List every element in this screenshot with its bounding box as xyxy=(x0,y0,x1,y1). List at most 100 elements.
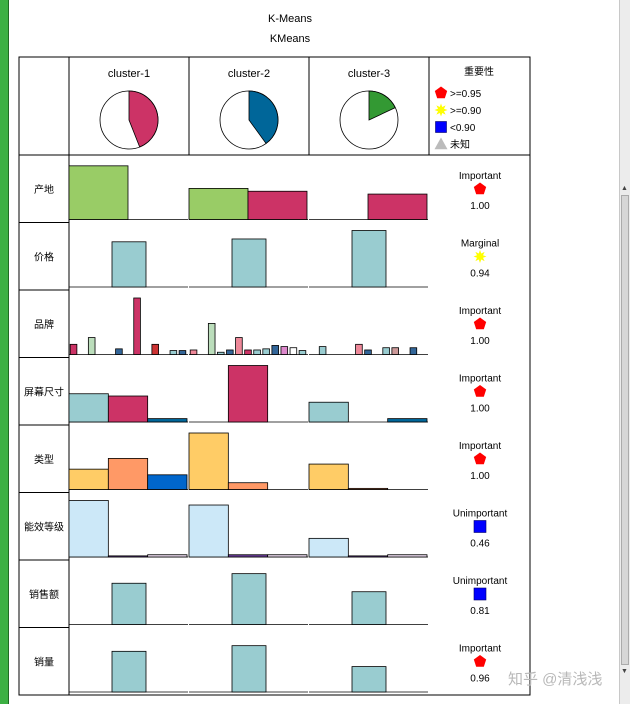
importance-pentagon-icon xyxy=(473,182,487,195)
bar xyxy=(226,349,234,355)
pie-slice xyxy=(248,90,279,145)
bar xyxy=(298,350,307,355)
bar xyxy=(391,347,399,355)
bar xyxy=(68,165,129,220)
bar xyxy=(367,193,428,220)
bar xyxy=(347,487,389,490)
bar xyxy=(87,337,96,355)
bar xyxy=(351,591,387,625)
bar xyxy=(227,365,269,423)
bar xyxy=(111,582,147,625)
pie-slice xyxy=(368,90,396,121)
scrollbar-thumb[interactable] xyxy=(621,195,629,665)
legend-item-label: >=0.95 xyxy=(450,89,482,100)
bar xyxy=(227,482,269,490)
legend-item-label: 未知 xyxy=(450,138,470,151)
bar xyxy=(178,350,187,355)
bar xyxy=(188,188,249,220)
bar xyxy=(107,555,149,558)
field-name: 屏幕尺寸 xyxy=(24,385,64,398)
importance-label: Unimportant xyxy=(453,509,508,520)
bar xyxy=(247,190,308,220)
bar xyxy=(364,349,372,355)
cluster-label: cluster-3 xyxy=(348,68,390,80)
importance-value: 0.46 xyxy=(470,539,490,550)
field-name: 能效等级 xyxy=(24,520,64,533)
bar xyxy=(147,474,188,490)
bar xyxy=(147,554,188,558)
bar xyxy=(107,458,149,490)
field-name: 销售额 xyxy=(29,588,59,601)
importance-label: Important xyxy=(459,441,501,452)
cluster-label: cluster-2 xyxy=(228,68,270,80)
importance-label: Important xyxy=(459,644,501,655)
bar xyxy=(151,343,159,355)
field-name: 品牌 xyxy=(34,318,54,331)
bar xyxy=(189,349,198,355)
importance-value: 0.81 xyxy=(470,606,490,617)
legend-triangle-icon xyxy=(434,137,448,150)
bar xyxy=(111,241,147,288)
legend-item-label: >=0.90 xyxy=(450,106,482,117)
bar xyxy=(147,418,188,423)
grid-frame xyxy=(18,56,531,696)
cluster-label: cluster-1 xyxy=(108,68,150,80)
importance-value: 1.00 xyxy=(470,336,490,347)
importance-label: Important xyxy=(459,374,501,385)
bar xyxy=(68,468,109,490)
bar xyxy=(217,351,225,355)
field-name: 产地 xyxy=(34,183,54,196)
importance-label: Unimportant xyxy=(453,576,508,587)
bar xyxy=(267,554,308,558)
importance-star-icon xyxy=(473,250,487,263)
legend-star-icon xyxy=(434,103,448,117)
field-name: 类型 xyxy=(34,453,54,466)
importance-value: 1.00 xyxy=(470,201,490,212)
bar xyxy=(231,645,267,693)
bar xyxy=(387,554,428,558)
importance-label: Marginal xyxy=(461,239,499,250)
vertical-scrollbar[interactable]: ▲ ▼ xyxy=(619,0,630,704)
bar xyxy=(107,395,149,423)
bar xyxy=(387,418,428,423)
importance-square-icon xyxy=(473,520,487,533)
bar xyxy=(68,393,109,423)
importance-pentagon-icon xyxy=(473,317,487,330)
importance-value: 1.00 xyxy=(470,471,490,482)
bar xyxy=(289,347,298,355)
chart-title: K-Means xyxy=(267,13,313,25)
bar xyxy=(351,230,387,288)
bar xyxy=(169,350,178,355)
bar xyxy=(351,666,387,693)
scroll-up-arrow-icon[interactable]: ▲ xyxy=(621,185,628,192)
bar xyxy=(382,347,390,355)
bar xyxy=(409,347,418,355)
legend-item-label: <0.90 xyxy=(450,123,476,134)
bar xyxy=(231,573,267,625)
bar xyxy=(271,345,279,355)
importance-value: 0.96 xyxy=(470,674,490,685)
legend-title: 重要性 xyxy=(464,65,494,78)
legend-pentagon-icon xyxy=(434,86,448,99)
importance-pentagon-icon xyxy=(473,452,487,465)
importance-label: Important xyxy=(459,171,501,182)
window-left-edge xyxy=(0,0,9,704)
bar xyxy=(253,349,261,355)
bar xyxy=(308,401,349,423)
legend-square-icon xyxy=(435,121,447,133)
bar xyxy=(111,650,147,693)
scroll-down-arrow-icon[interactable]: ▼ xyxy=(621,668,628,675)
importance-value: 1.00 xyxy=(470,404,490,415)
field-name: 价格 xyxy=(34,250,54,263)
bar xyxy=(133,297,141,355)
pie-slice xyxy=(128,90,159,148)
bar xyxy=(308,463,349,490)
chart-subtitle: KMeans xyxy=(269,33,311,45)
importance-pentagon-icon xyxy=(473,385,487,397)
watermark: 知乎 @清浅浅 xyxy=(508,671,603,688)
importance-square-icon xyxy=(473,587,487,601)
importance-pentagon-icon xyxy=(473,655,487,667)
bar xyxy=(207,323,216,355)
bar xyxy=(69,343,78,355)
